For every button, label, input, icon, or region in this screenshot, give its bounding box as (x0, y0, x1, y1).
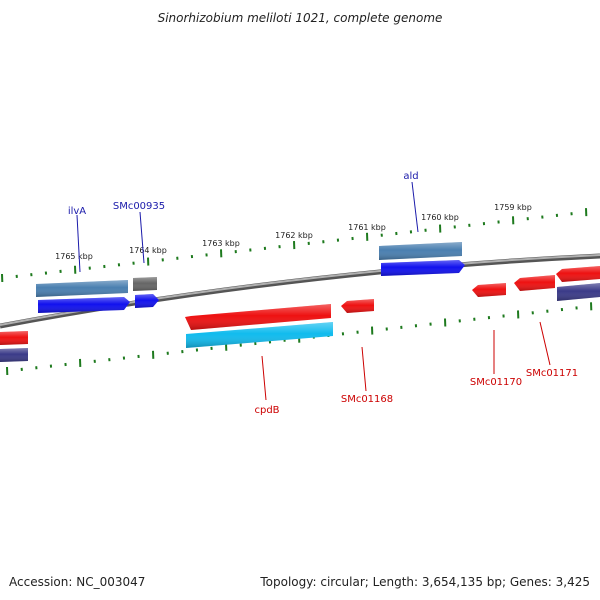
ruler-label: 1763 kbp (202, 239, 240, 248)
label-leaders (76, 181, 551, 401)
genome-summary-text: Topology: circular; Length: 3,654,135 bp… (259, 575, 590, 589)
smc00935-leader (139, 211, 145, 264)
gene-smc00935-shade (135, 294, 159, 308)
gene-cpdb-cyan-shade (186, 322, 333, 348)
gene-smc01171-shade (514, 275, 555, 291)
ruler-label: 1762 kbp (275, 231, 313, 240)
gene-right-slate[interactable] (557, 283, 600, 301)
gene-left-slate-shade (0, 348, 28, 362)
gene-smc00935-grey[interactable] (133, 277, 157, 291)
ruler-label: 1764 kbp (129, 246, 167, 255)
ald-leader (411, 181, 419, 233)
smc01168-leader (361, 346, 367, 392)
gene-left-red-shade (0, 331, 28, 345)
gene-smc01168[interactable] (341, 299, 374, 313)
gene-smc00935[interactable] (135, 294, 159, 308)
ilva-leader (76, 214, 81, 273)
gene-label-smc00935[interactable]: SMc00935 (113, 201, 165, 212)
gene-smc01170-shade (472, 283, 506, 297)
gene-label-smc01171[interactable]: SMc01171 (526, 368, 578, 379)
gene-ilva-steel-shade (36, 280, 128, 297)
gene-label-cpdb[interactable]: cpdB (254, 405, 279, 416)
gene-ald-steel[interactable] (379, 242, 462, 260)
accession-text: Accession: NC_003047 (9, 575, 145, 589)
gene-label-ilva[interactable]: ilvA (68, 206, 86, 217)
gene-ilva-steel[interactable] (36, 280, 128, 297)
gene-label-smc01168[interactable]: SMc01168 (341, 394, 393, 405)
gene-smc00935-grey-shade (133, 277, 157, 291)
gene-cpdb-shade (185, 304, 331, 330)
smc01171-leader (539, 321, 551, 366)
gene-ald[interactable] (381, 260, 465, 276)
gene-ilva-shade (38, 297, 130, 313)
gene-smc01170[interactable] (472, 283, 506, 297)
gene-label-ald[interactable]: ald (403, 171, 418, 182)
gene-right-red-shade (556, 266, 600, 282)
gene-smc01171[interactable] (514, 275, 555, 291)
gene-smc01168-shade (341, 299, 374, 313)
gene-features (0, 242, 600, 362)
gene-left-red[interactable] (0, 331, 28, 345)
ruler-label: 1761 kbp (348, 223, 386, 232)
gene-ilva[interactable] (38, 297, 130, 313)
map-title: Sinorhizobium meliloti 1021, complete ge… (158, 11, 443, 25)
gene-left-slate[interactable] (0, 348, 28, 362)
gene-ald-shade (381, 260, 465, 276)
gene-cpdb-cyan[interactable] (186, 322, 333, 348)
ruler-label: 1759 kbp (494, 203, 532, 212)
ruler-label: 1760 kbp (421, 213, 459, 222)
gene-cpdb[interactable] (185, 304, 331, 330)
ruler-label: 1765 kbp (55, 252, 93, 261)
gene-ald-steel-shade (379, 242, 462, 260)
cpdb-leader (261, 355, 267, 401)
gene-right-red[interactable] (556, 266, 600, 282)
outer-ruler (1, 208, 588, 283)
gene-label-smc01170[interactable]: SMc01170 (470, 377, 522, 388)
gene-right-slate-shade (557, 283, 600, 301)
